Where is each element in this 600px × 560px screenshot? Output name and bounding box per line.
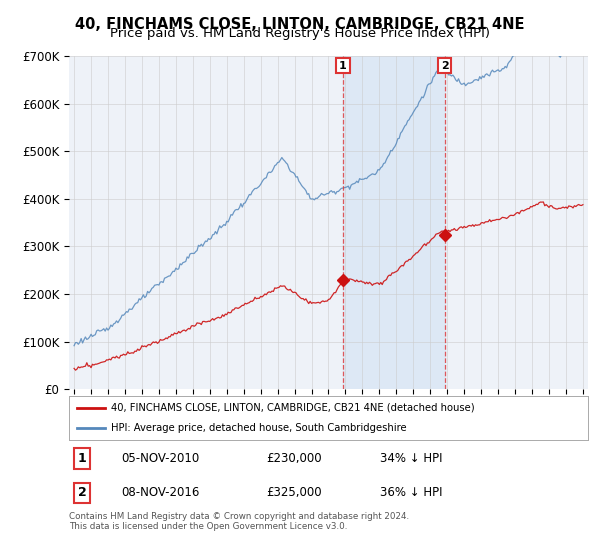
Text: Contains HM Land Registry data © Crown copyright and database right 2024.
This d: Contains HM Land Registry data © Crown c… <box>69 512 409 531</box>
Text: 40, FINCHAMS CLOSE, LINTON, CAMBRIDGE, CB21 4NE (detached house): 40, FINCHAMS CLOSE, LINTON, CAMBRIDGE, C… <box>110 403 474 413</box>
Text: 05-NOV-2010: 05-NOV-2010 <box>121 452 199 465</box>
Text: £230,000: £230,000 <box>266 452 322 465</box>
Text: 2: 2 <box>441 60 449 71</box>
Text: HPI: Average price, detached house, South Cambridgeshire: HPI: Average price, detached house, Sout… <box>110 423 406 433</box>
Text: £325,000: £325,000 <box>266 486 322 500</box>
Text: 36% ↓ HPI: 36% ↓ HPI <box>380 486 443 500</box>
Text: Price paid vs. HM Land Registry's House Price Index (HPI): Price paid vs. HM Land Registry's House … <box>110 27 490 40</box>
Bar <box>343 56 445 389</box>
Text: 08-NOV-2016: 08-NOV-2016 <box>121 486 199 500</box>
Text: 2: 2 <box>77 486 86 500</box>
Text: 1: 1 <box>339 60 347 71</box>
Text: 34% ↓ HPI: 34% ↓ HPI <box>380 452 443 465</box>
Text: 40, FINCHAMS CLOSE, LINTON, CAMBRIDGE, CB21 4NE: 40, FINCHAMS CLOSE, LINTON, CAMBRIDGE, C… <box>75 17 525 32</box>
Text: 1: 1 <box>77 452 86 465</box>
